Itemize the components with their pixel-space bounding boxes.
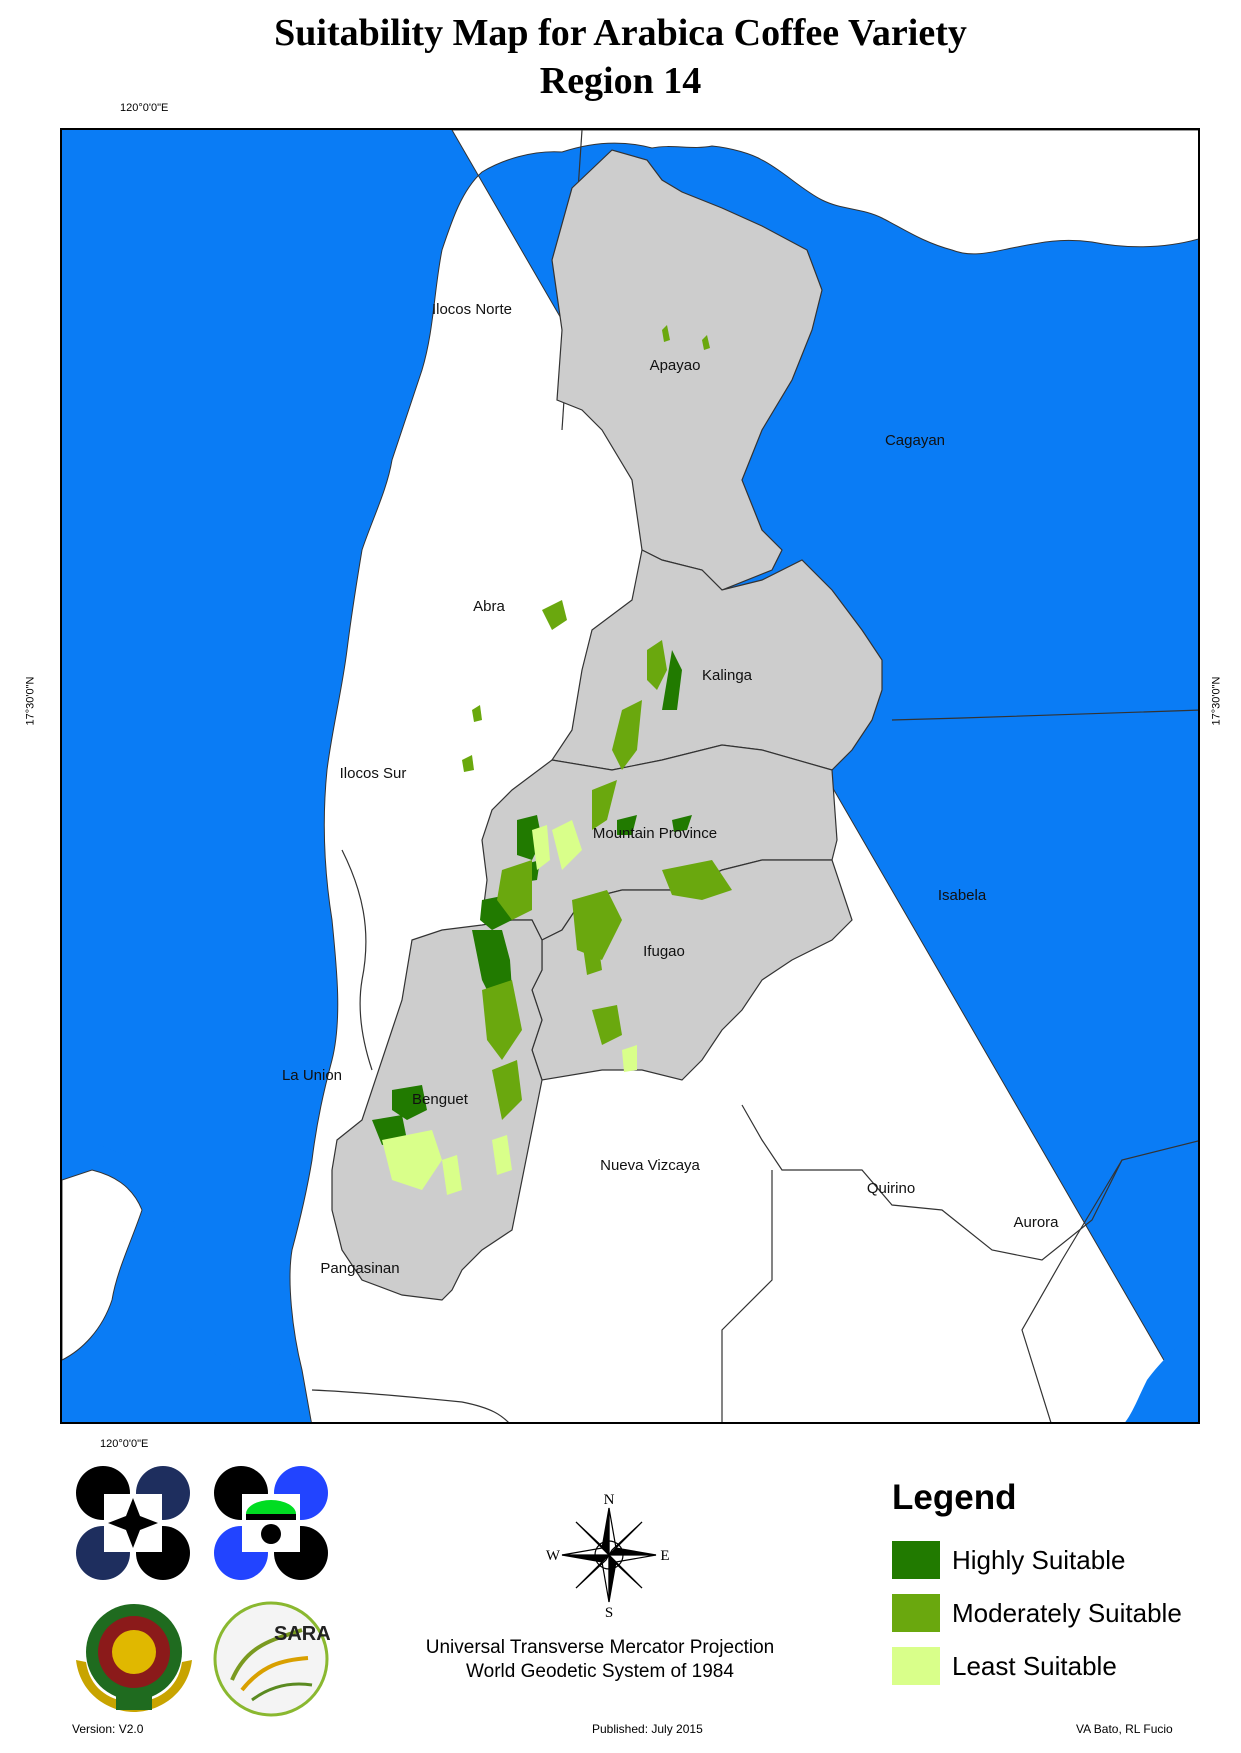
legend-item-highly-suitable: Highly Suitable: [892, 1540, 1125, 1580]
published-text: Published: July 2015: [592, 1722, 703, 1736]
ilocos-launion-border: [341, 849, 373, 1071]
version-text: Version: V2.0: [72, 1722, 144, 1736]
compass-w: W: [546, 1548, 561, 1564]
map-canvas: Apayao Abra Kalinga Mountain Province If…: [62, 130, 1198, 1422]
dost-logo-mark: [76, 1466, 190, 1580]
projection-line-1: Universal Transverse Mercator Projection: [425, 1637, 775, 1658]
legend-label-moderately: Moderately Suitable: [952, 1597, 1182, 1628]
label-quirino: Quirino: [867, 1180, 915, 1197]
east-sea: [1125, 1332, 1198, 1422]
cagayan-isabela-border: [891, 709, 1198, 721]
label-cagayan: Cagayan: [885, 432, 945, 449]
legend-swatch-highly: [892, 1541, 940, 1579]
label-pangasinan: Pangasinan: [320, 1260, 399, 1277]
legend-item-moderately-suitable: Moderately Suitable: [892, 1593, 1182, 1633]
left-latitude-label: 17°30'0"N: [24, 676, 37, 726]
label-apayao: Apayao: [650, 357, 701, 374]
label-ilocos-norte: Ilocos Norte: [432, 301, 512, 318]
bottom-longitude-label: 120°0'0"E: [100, 1438, 149, 1450]
label-aurora: Aurora: [1013, 1214, 1059, 1231]
moderately-suitable-patches: [462, 325, 732, 1120]
right-latitude-label: 17°30'0"N: [1210, 676, 1223, 726]
sarai-logo-mark: SARAI: [213, 1601, 336, 1717]
compass-rose: N S E W: [544, 1490, 674, 1625]
apayao-shape: [551, 149, 823, 591]
map-frame: Apayao Abra Kalinga Mountain Province If…: [60, 128, 1200, 1424]
legend-swatch-moderately: [892, 1594, 940, 1632]
projection-line-2: World Geodetic System of 1984: [466, 1661, 734, 1682]
authors-text: VA Bato, RL Fucio: [1076, 1722, 1173, 1736]
quirino-aurora-border: [1021, 1159, 1123, 1422]
sarai-logo-text: SARAI: [274, 1623, 330, 1645]
label-ifugao: Ifugao: [643, 943, 685, 960]
map-title: Suitability Map for Arabica Coffee Varie…: [274, 12, 967, 54]
launion-pangasinan-border: [311, 1389, 509, 1422]
label-isabela: Isabela: [938, 887, 987, 904]
label-mountain-province: Mountain Province: [593, 825, 717, 842]
compass-s: S: [605, 1605, 613, 1620]
legend-item-least-suitable: Least Suitable: [892, 1646, 1117, 1686]
province-labels: Apayao Abra Kalinga Mountain Province If…: [282, 301, 1059, 1277]
compass-rose-mark: N S E W: [546, 1492, 670, 1621]
label-ilocos-sur: Ilocos Sur: [340, 765, 407, 782]
pcaarrd-logo: [212, 1464, 330, 1587]
legend-title: Legend: [892, 1478, 1017, 1517]
nv-aurora-border: [721, 1170, 773, 1422]
label-la-union: La Union: [282, 1067, 342, 1084]
sarai-logo: SARAI: [212, 1600, 336, 1723]
pcaarrd-logo-mark: [214, 1466, 328, 1580]
uplb-seal-mark: [76, 1604, 192, 1712]
label-kalinga: Kalinga: [702, 667, 753, 684]
legend-label-highly: Highly Suitable: [952, 1544, 1126, 1575]
legend-swatch-least: [892, 1647, 940, 1685]
compass-e: E: [660, 1548, 669, 1564]
coastal-peninsula: [62, 1169, 143, 1361]
top-longitude-label: 120°0'0"E: [120, 102, 169, 114]
dost-logo: [74, 1464, 192, 1587]
uplb-seal-logo: [70, 1600, 198, 1725]
map-subtitle: Region 14: [539, 60, 702, 102]
label-benguet: Benguet: [412, 1091, 469, 1108]
label-nueva-vizcaya: Nueva Vizcaya: [600, 1157, 700, 1174]
legend-label-least: Least Suitable: [952, 1650, 1117, 1681]
nv-quirino-border: [741, 1104, 1198, 1261]
label-abra: Abra: [473, 598, 505, 615]
compass-n: N: [604, 1492, 615, 1508]
suitability-patches: [372, 325, 732, 1195]
least-suitable-patches: [382, 820, 637, 1195]
